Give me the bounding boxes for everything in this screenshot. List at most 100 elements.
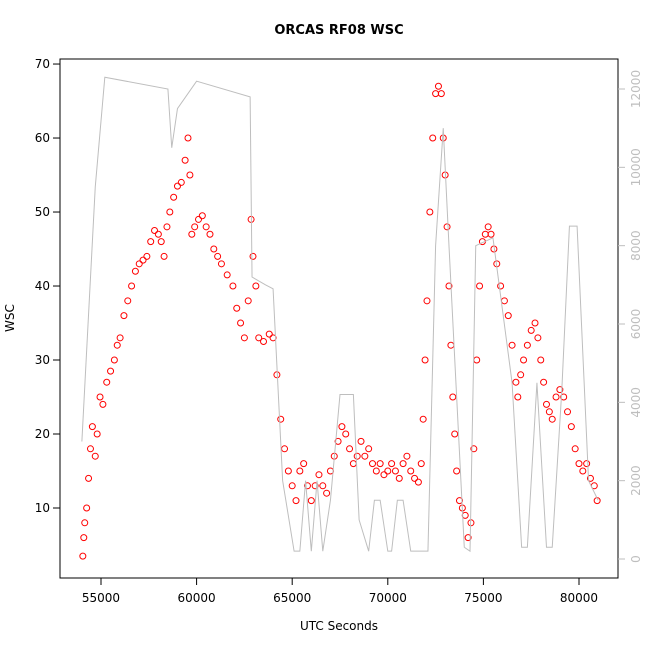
data-point [376, 460, 384, 468]
data-point [277, 415, 285, 423]
data-point [368, 460, 376, 468]
x-tick-label: 80000 [560, 591, 598, 605]
data-point [107, 367, 115, 375]
data-point [548, 415, 556, 423]
data-point [139, 256, 147, 264]
data-point [85, 474, 93, 482]
y-tick-label: 50 [35, 205, 50, 219]
data-point [455, 497, 463, 505]
data-point [83, 504, 91, 512]
y2-tick-label: 12000 [629, 70, 643, 108]
data-point [147, 238, 155, 246]
data-point [464, 534, 472, 542]
data-point [575, 460, 583, 468]
data-point [434, 82, 442, 90]
y-tick-label: 40 [35, 279, 50, 293]
data-point [449, 393, 457, 401]
data-point [191, 223, 199, 231]
data-point [537, 356, 545, 364]
x-tick-label: 60000 [178, 591, 216, 605]
data-point [531, 319, 539, 327]
data-point [255, 334, 263, 342]
data-point [96, 393, 104, 401]
data-point [93, 430, 101, 438]
plot-box [59, 58, 619, 579]
data-point [81, 519, 89, 527]
data-point [497, 282, 505, 290]
data-point [198, 212, 206, 220]
data-point [487, 230, 495, 238]
data-point [186, 171, 194, 179]
data-point [288, 482, 296, 490]
data-point [414, 478, 422, 486]
data-point [403, 452, 411, 460]
data-point [249, 252, 257, 260]
y2-tick-label: 8000 [629, 230, 643, 261]
data-point [223, 271, 231, 279]
data-point [564, 408, 572, 416]
data-point [517, 371, 525, 379]
data-point [426, 208, 434, 216]
data-point [300, 460, 308, 468]
data-point [166, 208, 174, 216]
data-point [315, 471, 323, 479]
data-point [120, 312, 128, 320]
data-point [361, 452, 369, 460]
y-tick-label: 30 [35, 353, 50, 367]
data-point [445, 282, 453, 290]
y-tick-label: 10 [35, 501, 50, 515]
data-point [116, 334, 124, 342]
data-point [323, 489, 331, 497]
data-point [195, 215, 203, 223]
altitude-line [81, 76, 599, 553]
data-point [128, 282, 136, 290]
data-point [303, 482, 311, 490]
data-point [443, 223, 451, 231]
data-point [173, 182, 181, 190]
data-point [311, 482, 319, 490]
data-point [512, 378, 520, 386]
data-point [131, 267, 139, 275]
data-point [560, 393, 568, 401]
data-point [451, 430, 459, 438]
data-point [476, 282, 484, 290]
data-point [88, 423, 96, 431]
data-point [99, 400, 107, 408]
y2-tick-label: 10000 [629, 148, 643, 186]
data-point [91, 452, 99, 460]
data-point [181, 156, 189, 164]
data-point [334, 437, 342, 445]
x-axis-label: UTC Seconds [300, 619, 378, 633]
data-point [353, 452, 361, 460]
data-point [357, 437, 365, 445]
data-point [508, 341, 516, 349]
data-point [504, 312, 512, 320]
data-point [154, 230, 162, 238]
data-point [552, 393, 560, 401]
data-point [103, 378, 111, 386]
data-point [244, 297, 252, 305]
data-point [556, 386, 564, 394]
data-point [484, 223, 492, 231]
data-point [579, 467, 587, 475]
data-point [365, 445, 373, 453]
data-point [372, 467, 380, 475]
data-point [110, 356, 118, 364]
data-point [124, 297, 132, 305]
data-point [567, 423, 575, 431]
data-point [534, 334, 542, 342]
data-point [163, 223, 171, 231]
y-tick-label: 60 [35, 131, 50, 145]
data-point [342, 430, 350, 438]
data-point [542, 400, 550, 408]
data-point [202, 223, 210, 231]
data-point [237, 319, 245, 327]
data-point [151, 227, 159, 235]
data-point [79, 552, 87, 560]
data-point [391, 467, 399, 475]
data-point [269, 334, 277, 342]
y2-tick-label: 4000 [629, 387, 643, 418]
data-point [421, 356, 429, 364]
data-point [113, 341, 121, 349]
